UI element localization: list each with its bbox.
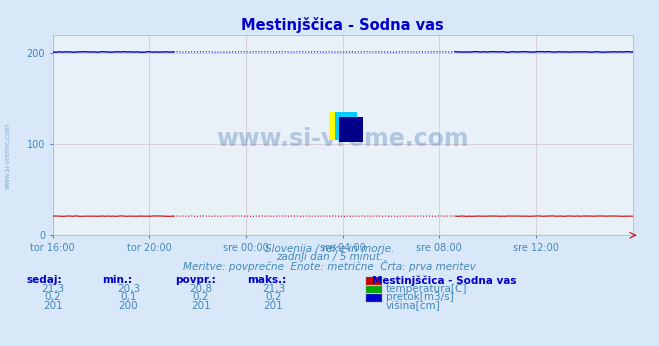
Text: www.si-vreme.com: www.si-vreme.com — [216, 127, 469, 151]
Text: 201: 201 — [43, 301, 63, 311]
Bar — [339, 117, 363, 142]
Bar — [335, 112, 357, 139]
Bar — [329, 112, 357, 139]
Text: pretok[m3/s]: pretok[m3/s] — [386, 292, 453, 302]
Text: povpr.:: povpr.: — [175, 275, 215, 285]
Text: min.:: min.: — [102, 275, 132, 285]
Text: temperatura[C]: temperatura[C] — [386, 284, 467, 294]
Text: 201: 201 — [264, 301, 283, 311]
Text: www.si-vreme.com: www.si-vreme.com — [5, 122, 11, 189]
Text: Slovenija / reke in morje.: Slovenija / reke in morje. — [265, 244, 394, 254]
Text: 201: 201 — [191, 301, 211, 311]
Title: Mestinjščica - Sodna vas: Mestinjščica - Sodna vas — [241, 17, 444, 34]
Text: 20,8: 20,8 — [189, 284, 213, 294]
Text: Mestinjščica - Sodna vas: Mestinjščica - Sodna vas — [372, 275, 517, 285]
Text: 200: 200 — [119, 301, 138, 311]
Text: 20,3: 20,3 — [117, 284, 140, 294]
Text: 0,2: 0,2 — [265, 292, 282, 302]
Text: višina[cm]: višina[cm] — [386, 301, 440, 311]
Text: 0,1: 0,1 — [120, 292, 137, 302]
Text: 0,2: 0,2 — [44, 292, 61, 302]
Text: 21,3: 21,3 — [262, 284, 285, 294]
Text: Meritve: povprečne  Enote: metrične  Črta: prva meritev: Meritve: povprečne Enote: metrične Črta:… — [183, 260, 476, 272]
Text: zadnji dan / 5 minut.: zadnji dan / 5 minut. — [276, 252, 383, 262]
Text: 21,3: 21,3 — [41, 284, 65, 294]
Text: 0,2: 0,2 — [192, 292, 210, 302]
Text: maks.:: maks.: — [247, 275, 287, 285]
Text: sedaj:: sedaj: — [26, 275, 62, 285]
